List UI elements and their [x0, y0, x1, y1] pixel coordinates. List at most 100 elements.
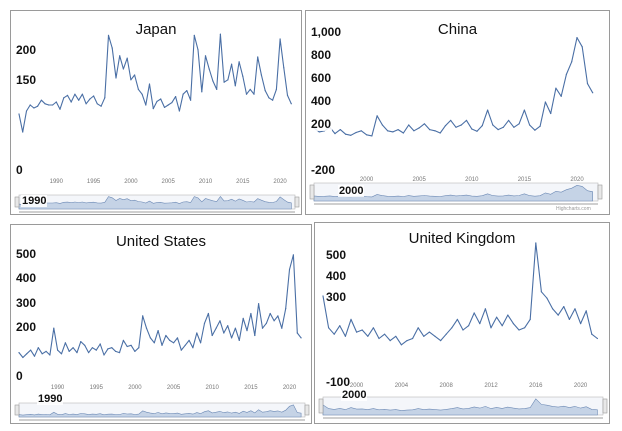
data-point: [173, 342, 175, 344]
data-point: [161, 344, 163, 346]
data-point: [208, 68, 210, 70]
y-tick-label: 600: [310, 71, 333, 85]
data-point: [160, 98, 162, 100]
data-point: [395, 335, 397, 337]
chart-credit: Highcharts.com: [556, 206, 591, 212]
data-point: [544, 101, 546, 103]
chart-title: Japan: [135, 21, 177, 38]
data-point: [29, 104, 31, 106]
data-point: [30, 349, 32, 351]
x-tick-label: 2000: [349, 383, 364, 389]
data-point: [126, 345, 128, 348]
data-point: [169, 339, 171, 341]
data-point: [487, 109, 489, 111]
data-point: [322, 295, 324, 297]
data-point: [406, 340, 408, 342]
data-point: [231, 337, 233, 339]
data-point: [137, 88, 139, 90]
x-tick-label: 2000: [128, 385, 142, 391]
data-point: [473, 312, 475, 314]
data-point: [122, 339, 124, 341]
data-point: [300, 337, 302, 339]
y-tick-label: -100: [325, 375, 352, 389]
data-point: [134, 74, 136, 76]
data-point: [465, 119, 468, 121]
data-point: [216, 88, 218, 90]
data-point: [417, 327, 419, 329]
data-point: [26, 353, 28, 355]
data-point: [376, 115, 378, 117]
data-point: [242, 75, 244, 77]
data-point: [215, 327, 217, 329]
data-point: [99, 343, 101, 345]
data-point: [193, 34, 195, 36]
data-point: [540, 291, 542, 293]
data-point: [288, 268, 291, 271]
data-point: [591, 333, 593, 335]
y-tick-label: 150: [15, 73, 38, 87]
navigator-handle-left: [14, 196, 20, 208]
navigator-label: 2000: [338, 185, 365, 197]
data-point: [254, 334, 256, 337]
data-point: [455, 126, 457, 128]
data-point: [95, 349, 97, 351]
data-point: [428, 331, 430, 333]
navigator-handle-left: [309, 184, 315, 200]
data-point: [534, 129, 536, 131]
data-point: [192, 347, 194, 349]
data-point: [339, 129, 341, 131]
data-point: [104, 97, 106, 99]
data-point: [389, 340, 391, 342]
y-tick-label: 0: [15, 163, 24, 177]
y-tick-label: 300: [15, 295, 38, 310]
x-tick-label: 2020: [282, 385, 297, 391]
data-point: [563, 306, 565, 308]
x-tick-label: 2015: [244, 385, 258, 391]
data-point: [25, 110, 28, 112]
data-point: [423, 123, 425, 125]
data-point: [258, 303, 260, 305]
data-point: [273, 320, 275, 322]
navigator-label: 1990: [21, 195, 48, 207]
chart-panel-china: China 1,000 800 600 400 200 -200 2000 2005 2010 2…: [305, 10, 610, 215]
data-point: [44, 103, 46, 105]
data-point: [167, 104, 169, 106]
y-tick-label: 0: [15, 369, 24, 383]
data-point: [366, 134, 368, 136]
data-point: [552, 308, 554, 310]
data-point: [492, 124, 494, 126]
data-point: [565, 73, 567, 75]
data-point: [361, 329, 363, 331]
data-point: [107, 34, 110, 36]
x-tick-label: 2012: [484, 383, 498, 389]
data-point: [200, 342, 202, 344]
data-point: [204, 55, 207, 57]
data-point: [130, 344, 132, 346]
data-point: [261, 327, 264, 329]
y-tick-label: 400: [15, 271, 38, 286]
navigator-handle-left: [14, 404, 20, 416]
data-point: [272, 99, 274, 101]
data-point: [481, 125, 483, 127]
data-point: [96, 103, 98, 105]
data-point: [72, 347, 74, 349]
data-point: [88, 352, 90, 354]
data-point: [148, 83, 151, 85]
data-point: [238, 61, 240, 63]
data-point: [460, 124, 462, 126]
data-point: [355, 131, 357, 134]
data-point: [130, 79, 132, 81]
data-point: [387, 130, 389, 132]
data-point: [318, 131, 320, 133]
data-point: [496, 316, 498, 318]
data-point: [22, 131, 24, 133]
navigator-handle-right: [304, 404, 310, 416]
data-point: [444, 125, 447, 127]
data-point: [153, 342, 155, 344]
data-point: [476, 130, 478, 132]
data-point: [269, 312, 271, 315]
data-point: [344, 335, 346, 337]
data-point: [196, 332, 198, 334]
data-point: [157, 330, 159, 332]
data-point: [581, 46, 583, 48]
